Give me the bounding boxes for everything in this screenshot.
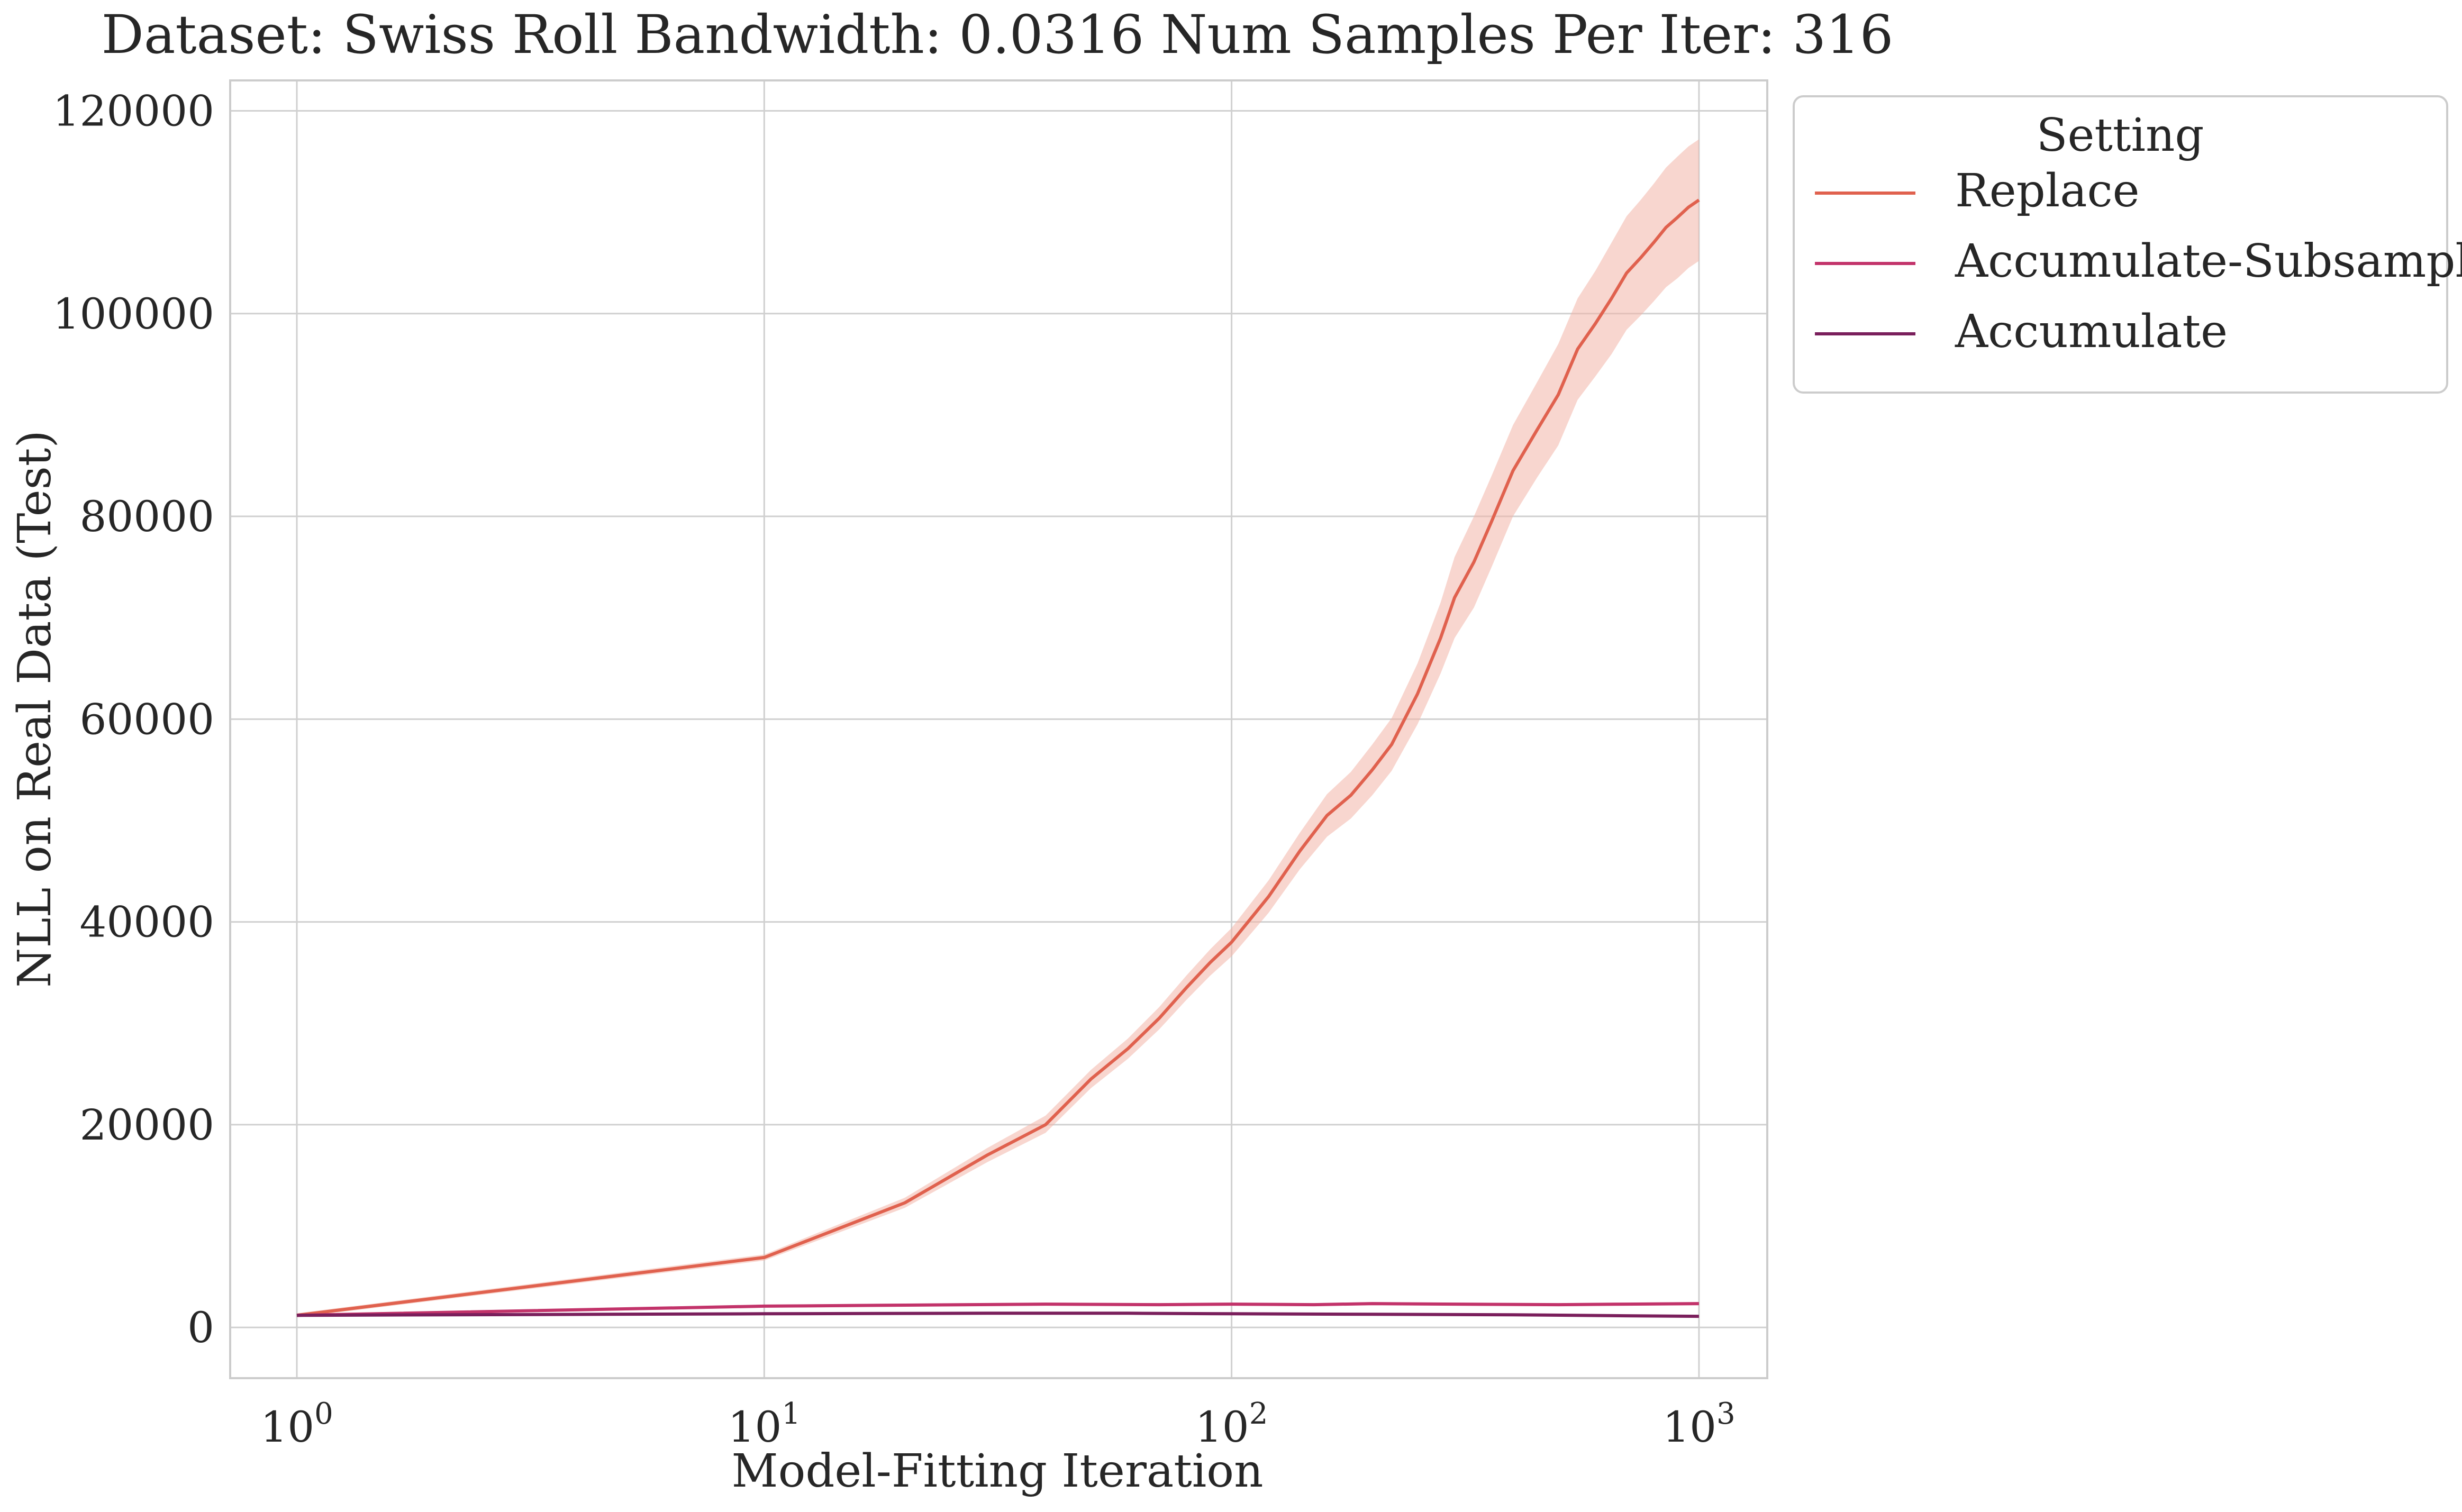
x-tick-label: 103 <box>1662 1397 1735 1452</box>
x-axis-label: Model-Fitting Iteration <box>732 1445 1264 1498</box>
y-axis-label: NLL on Real Data (Test) <box>8 430 61 988</box>
y-tick-label: 100000 <box>53 289 214 339</box>
axes <box>229 79 1768 1379</box>
legend-title: Setting <box>2037 109 2204 162</box>
legend-label: Replace <box>1955 165 2140 217</box>
x-tick-label: 101 <box>728 1397 801 1452</box>
y-tick-label: 120000 <box>53 86 214 135</box>
series-line-accumulate-subsample <box>296 1302 1699 1317</box>
tick-labels: 100 101 102 103 0 20000 40000 60000 80000 100000 1… <box>53 86 1736 1452</box>
y-tick-label: 60000 <box>80 695 215 744</box>
series-line-replace <box>296 198 1700 1317</box>
series-line-accumulate <box>296 1311 1699 1318</box>
legend-items: Replace Accumulate-Subsample Accumulate <box>1815 165 2462 358</box>
x-tick-label: 102 <box>1195 1397 1268 1452</box>
x-tick-label: 100 <box>260 1397 333 1452</box>
confidence-bands <box>297 139 1699 1318</box>
legend: Setting Replace Accumulate-Subsample Accum… <box>1793 95 2462 394</box>
y-tick-label: 0 <box>187 1303 214 1352</box>
y-tick-label: 40000 <box>80 898 215 947</box>
y-tick-label: 80000 <box>80 492 215 541</box>
y-tick-label: 20000 <box>80 1100 215 1150</box>
series-lines <box>296 198 1700 1318</box>
grid <box>230 80 1767 1378</box>
legend-frame <box>1793 95 2448 394</box>
legend-label: Accumulate <box>1955 305 2228 358</box>
legend-label: Accumulate-Subsample <box>1955 235 2462 288</box>
chart-title: Dataset: Swiss Roll Bandwidth: 0.0316 Nu… <box>102 4 1894 66</box>
series-band-replace <box>297 139 1699 1318</box>
plot-frame <box>229 79 1768 1379</box>
